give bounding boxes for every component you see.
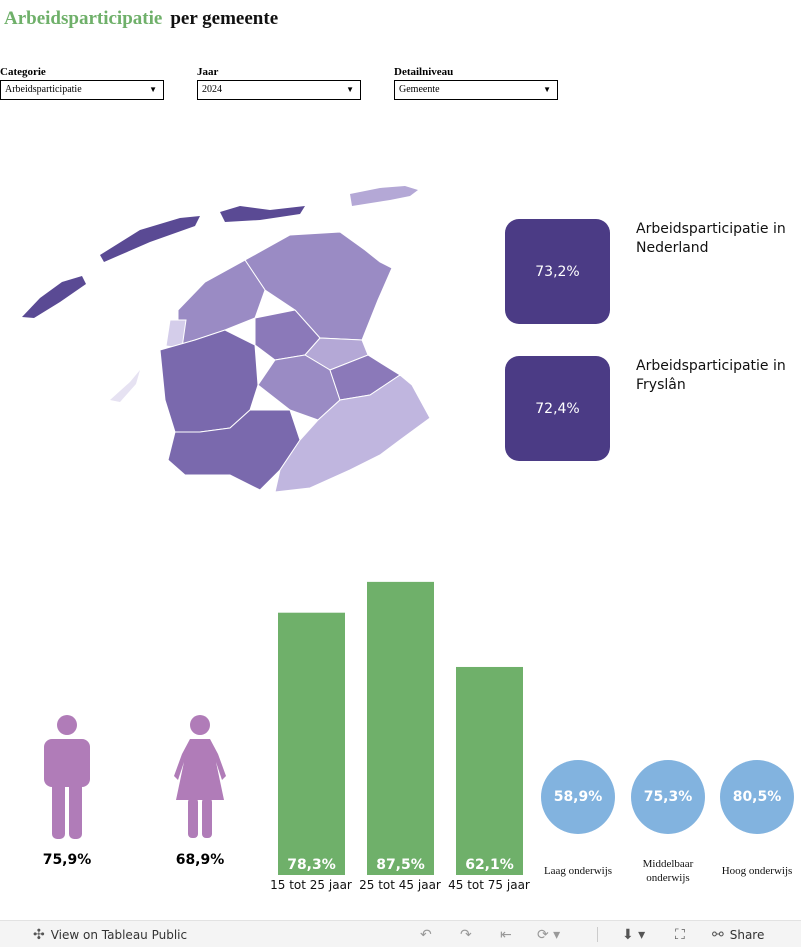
dropdown-value: Arbeidsparticipatie (5, 84, 82, 95)
filter-label: Categorie (0, 66, 46, 78)
revert-icon[interactable]: ⇤ (500, 927, 512, 943)
filter-detailniveau: Detailniveau Gemeente ▼ (394, 66, 558, 100)
education-middelbaar-circle: 75,3% (631, 760, 705, 834)
dropdown-value: 2024 (202, 84, 222, 95)
bar-category-label: 15 tot 25 jaar (270, 878, 352, 892)
bar-value-label: 62,1% (465, 857, 514, 873)
filter-jaar: Jaar 2024 ▼ (197, 66, 361, 100)
dropdown-value: Gemeente (399, 84, 440, 95)
share-button[interactable]: ⚯ Share (712, 927, 764, 943)
kpi-nederland-label: Arbeidsparticipatie in Nederland (636, 221, 786, 256)
male-percentage: 75,9% (42, 852, 92, 868)
map-region[interactable] (244, 231, 393, 341)
map-region[interactable] (100, 216, 200, 262)
female-person-icon (174, 715, 226, 838)
bar-category-label: 25 tot 45 jaar (359, 878, 441, 892)
age-bar[interactable] (367, 581, 434, 875)
filter-categorie: Categorie Arbeidsparticipatie ▼ (0, 66, 164, 100)
categorie-dropdown[interactable]: Arbeidsparticipatie ▼ (0, 80, 164, 100)
share-label: Share (729, 928, 765, 942)
title-accent: Arbeidsparticipatie (4, 8, 163, 29)
education-laag-circle: 58,9% (541, 760, 615, 834)
filter-label: Detailniveau (394, 66, 454, 78)
education-hoog-circle: 80,5% (720, 760, 794, 834)
page-title: Arbeidsparticipatie per gemeente (4, 8, 278, 30)
map-region[interactable] (22, 276, 86, 318)
undo-icon[interactable]: ↶ (420, 927, 432, 943)
dropdown-arrow-icon: ▼ (543, 85, 551, 94)
detailniveau-dropdown[interactable]: Gemeente ▼ (394, 80, 558, 100)
download-icon[interactable]: ⬇ ▾ (622, 927, 646, 943)
education-middelbaar-label: Middelbaar onderwijs (642, 858, 694, 884)
female-percentage: 68,9% (175, 852, 225, 868)
bar-category-label: 45 tot 75 jaar (448, 878, 530, 892)
redo-icon[interactable]: ↷ (460, 927, 472, 943)
kpi-nederland-value: 73,2% (505, 219, 610, 324)
bar-value-label: 78,3% (287, 857, 336, 873)
map-region[interactable] (220, 206, 305, 222)
map-region[interactable] (110, 370, 140, 402)
title-rest: per gemeente (170, 8, 279, 29)
education-laag-label: Laag onderwijs (543, 865, 613, 877)
view-on-tableau-label: View on Tableau Public (50, 928, 188, 942)
kpi-fryslan-label: Arbeidsparticipatie in Fryslân (636, 358, 786, 393)
tableau-logo-icon: ✣ (33, 927, 45, 943)
jaar-dropdown[interactable]: 2024 ▼ (197, 80, 361, 100)
view-on-tableau-link[interactable]: ✣ View on Tableau Public (33, 927, 187, 943)
age-bar[interactable] (456, 666, 523, 875)
map-region[interactable] (350, 186, 418, 206)
filter-label: Jaar (197, 66, 219, 78)
fullscreen-icon[interactable]: ⛶ (675, 927, 685, 943)
bar-value-label: 87,5% (376, 857, 425, 873)
choropleth-map[interactable] (0, 170, 460, 510)
map-region[interactable] (274, 374, 431, 493)
kpi-fryslan-value: 72,4% (505, 356, 610, 461)
share-icon: ⚯ (712, 927, 724, 943)
refresh-icon[interactable]: ⟳ ▾ (537, 927, 561, 943)
dropdown-arrow-icon: ▼ (149, 85, 157, 94)
education-hoog-label: Hoog onderwijs (721, 865, 793, 877)
male-person-icon (44, 715, 90, 839)
age-bar[interactable] (278, 612, 345, 875)
tableau-toolbar: ✣ View on Tableau Public ↶ ↷ ⇤ ⟳ ▾ ⬇ ▾ ⛶… (0, 920, 801, 947)
age-bar-chart: 78,3% 87,5% 62,1% (278, 581, 523, 875)
dropdown-arrow-icon: ▼ (346, 85, 354, 94)
